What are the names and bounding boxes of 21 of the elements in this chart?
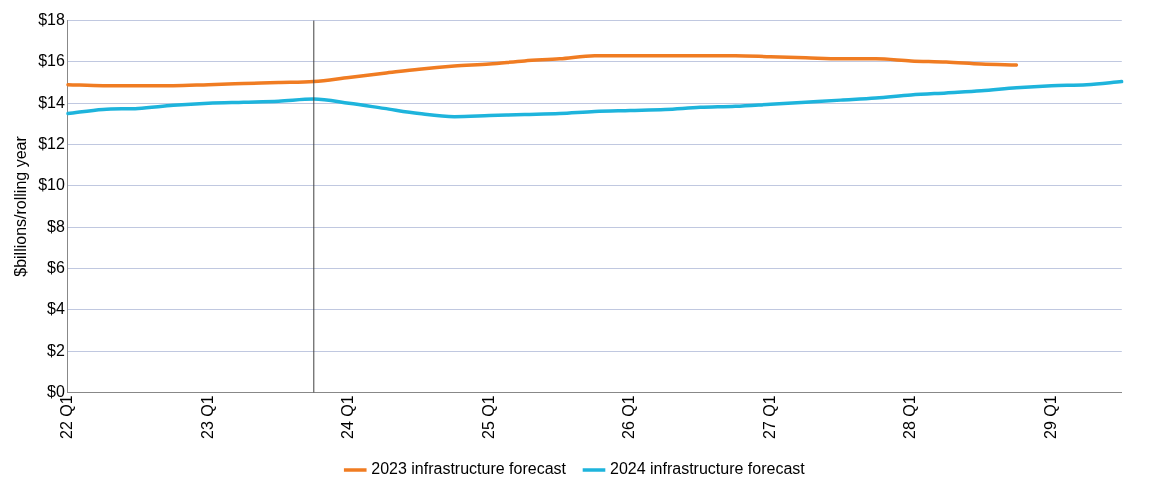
y-tick-label: $4 xyxy=(47,300,65,318)
line-series xyxy=(66,53,1019,88)
y-tick-label: $16 xyxy=(38,52,65,70)
y-tick-label: $12 xyxy=(38,134,65,152)
x-tick-label: 28 Q1 xyxy=(901,395,919,440)
legend-label: 2023 infrastructure forecast xyxy=(371,460,567,478)
y-tick-label: $10 xyxy=(38,176,65,194)
y-tick-label: $18 xyxy=(38,11,65,29)
x-tick-label: 23 Q1 xyxy=(198,395,216,440)
y-tick-label: $2 xyxy=(47,341,65,359)
legend-label: 2024 infrastructure forecast xyxy=(610,460,806,478)
y-tick-label: $14 xyxy=(38,93,65,111)
y-tick-label: $6 xyxy=(47,258,65,276)
y-tick-label: $8 xyxy=(47,217,65,235)
x-tick-label: 27 Q1 xyxy=(760,395,778,440)
x-tick-label: 29 Q1 xyxy=(1041,395,1059,440)
y-axis-title: $billions/rolling year xyxy=(12,135,30,277)
line-series xyxy=(66,79,1124,119)
x-tick-label: 24 Q1 xyxy=(339,395,357,440)
x-tick-label: 26 Q1 xyxy=(620,395,638,440)
x-tick-label: 25 Q1 xyxy=(479,395,497,440)
